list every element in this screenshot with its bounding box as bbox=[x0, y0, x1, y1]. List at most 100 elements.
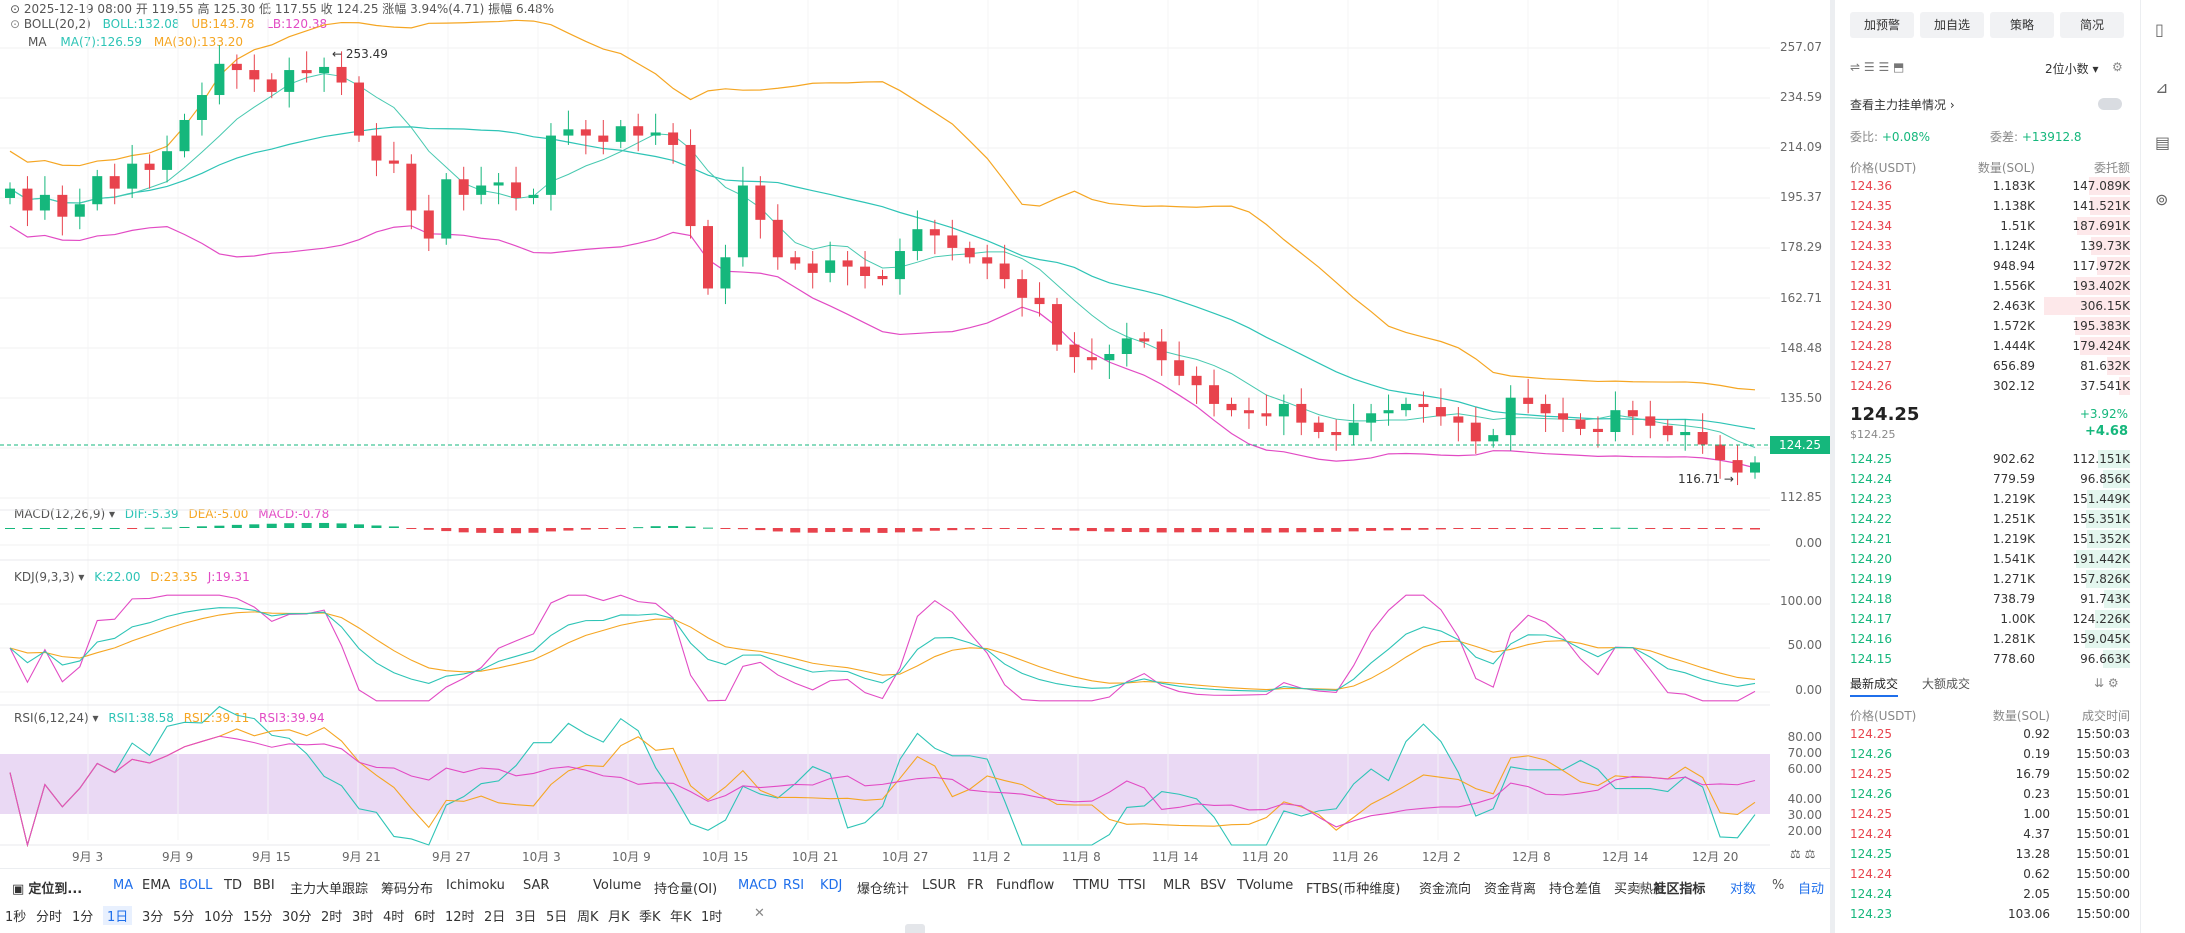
indicator-17[interactable]: 持仓差值 bbox=[1549, 882, 1602, 897]
timeframe-18[interactable]: 月K bbox=[608, 910, 630, 925]
percent-scale-toggle[interactable]: % bbox=[1772, 878, 1785, 893]
auto-scale-toggle[interactable]: 自动 bbox=[1798, 882, 1825, 897]
book-row[interactable]: 124.24 779.59 96.856K bbox=[1850, 470, 2130, 488]
book-row[interactable]: 124.35 1.138K 141.521K bbox=[1850, 197, 2130, 215]
tab-latest-trades[interactable]: 最新成交 bbox=[1850, 675, 1899, 697]
indicator-15[interactable]: 资金流向 bbox=[1419, 882, 1472, 897]
timeframe-4[interactable]: 3分 bbox=[142, 910, 164, 925]
indicator-4[interactable]: KDJ bbox=[820, 878, 843, 893]
indicator-11[interactable]: MLR bbox=[1163, 878, 1191, 893]
indicator-10[interactable]: TTSI bbox=[1118, 878, 1146, 893]
book-row[interactable]: 124.21 1.219K 151.352K bbox=[1850, 530, 2130, 548]
indicator-6[interactable]: 筹码分布 bbox=[381, 882, 434, 897]
indicator-0[interactable]: MA bbox=[113, 878, 134, 893]
timeframe-6[interactable]: 10分 bbox=[204, 910, 234, 925]
indicator-14[interactable]: FTBS(币种维度) bbox=[1306, 882, 1401, 897]
indicator-8[interactable]: SAR bbox=[523, 878, 550, 893]
filter-icon[interactable]: ⇊ ⚙ bbox=[2094, 676, 2119, 690]
indicator-16[interactable]: 资金背离 bbox=[1484, 882, 1537, 897]
indicator-9[interactable]: TTMU bbox=[1073, 878, 1110, 893]
timeframe-2[interactable]: 1分 bbox=[72, 910, 94, 925]
chevron-right-icon[interactable]: › bbox=[542, 878, 548, 893]
collapse-icon[interactable]: ⊙ bbox=[10, 2, 24, 16]
book-row[interactable]: 124.22 1.251K 155.351K bbox=[1850, 510, 2130, 528]
gear-icon[interactable]: ⚙ bbox=[2112, 60, 2123, 74]
book-row[interactable]: 124.25 902.62 112.151K bbox=[1850, 450, 2130, 468]
community-indicators[interactable]: ⇱ 社区指标 bbox=[1638, 882, 1706, 897]
book-row[interactable]: 124.28 1.444K 179.424K bbox=[1850, 337, 2130, 355]
indicator-5[interactable]: 爆仓统计 bbox=[857, 882, 910, 897]
book-row[interactable]: 124.27 656.89 81.632K bbox=[1850, 357, 2130, 375]
book-row[interactable]: 124.36 1.183K 147.089K bbox=[1850, 177, 2130, 195]
ma-legend[interactable]: MA MA(7):126.59 MA(30):133.20 bbox=[28, 35, 244, 49]
indicator-1[interactable]: EMA bbox=[142, 878, 171, 893]
book-row[interactable]: 124.34 1.51K 187.691K bbox=[1850, 217, 2130, 235]
book-row[interactable]: 124.32 948.94 117.972K bbox=[1850, 257, 2130, 275]
timeframe-15[interactable]: 3日 bbox=[515, 910, 537, 925]
chart-icon[interactable]: ⊿ bbox=[2155, 78, 2169, 97]
indicator-7[interactable]: Ichimoku bbox=[446, 878, 505, 893]
timeframe-11[interactable]: 4时 bbox=[383, 910, 405, 925]
timeframe-9[interactable]: 2时 bbox=[321, 910, 343, 925]
rsi-legend[interactable]: RSI(6,12,24) ▾ RSI1:38.58 RSI2:39.11 RSI… bbox=[14, 711, 325, 725]
kdj-legend[interactable]: KDJ(9,3,3) ▾ K:22.00 D:23.35 J:19.31 bbox=[14, 570, 250, 584]
bar-chart-icon[interactable]: ▤ bbox=[2155, 133, 2171, 152]
indicator-0[interactable]: Volume bbox=[593, 878, 642, 893]
timeframe-12[interactable]: 6时 bbox=[414, 910, 436, 925]
book-row[interactable]: 124.30 2.463K 306.15K bbox=[1850, 297, 2130, 315]
book-row[interactable]: 124.15 778.60 96.663K bbox=[1850, 650, 2130, 668]
timeframe-21[interactable]: 1时 bbox=[701, 910, 723, 925]
timeframe-3[interactable]: 1日 bbox=[103, 906, 133, 925]
indicator-8[interactable]: Fundflow bbox=[996, 878, 1055, 893]
timeframe-13[interactable]: 12时 bbox=[445, 910, 475, 925]
book-row[interactable]: 124.19 1.271K 157.826K bbox=[1850, 570, 2130, 588]
indicator-2[interactable]: MACD bbox=[738, 878, 777, 893]
book-row[interactable]: 124.16 1.281K 159.045K bbox=[1850, 630, 2130, 648]
timeframe-7[interactable]: 15分 bbox=[243, 910, 273, 925]
book-row[interactable]: 124.23 1.219K 151.449K bbox=[1850, 490, 2130, 508]
indicator-7[interactable]: FR bbox=[967, 878, 984, 893]
timeframe-5[interactable]: 5分 bbox=[173, 910, 195, 925]
document-icon[interactable]: ▯ bbox=[2155, 20, 2164, 39]
tab-large-trades[interactable]: 大额成交 bbox=[1922, 677, 1971, 691]
alert-button[interactable]: 加预警 bbox=[1850, 12, 1914, 38]
add-watchlist-button[interactable]: 加自选 bbox=[1920, 12, 1984, 38]
price-chart[interactable] bbox=[0, 0, 1770, 870]
indicator-3[interactable]: RSI bbox=[783, 878, 805, 893]
timeframe-10[interactable]: 3时 bbox=[352, 910, 374, 925]
close-icon[interactable]: ✕ bbox=[754, 906, 765, 921]
layout-icon[interactable]: ⚖ ⚖ bbox=[1790, 847, 1816, 861]
timeframe-16[interactable]: 5日 bbox=[546, 910, 568, 925]
summary-button[interactable]: 简况 bbox=[2060, 12, 2124, 38]
precision-select[interactable]: 2位小数 ▾ bbox=[2045, 62, 2099, 76]
book-row[interactable]: 124.18 738.79 91.743K bbox=[1850, 590, 2130, 608]
timeframe-8[interactable]: 30分 bbox=[282, 910, 312, 925]
timeframe-20[interactable]: 年K bbox=[670, 910, 692, 925]
timeframe-17[interactable]: 周K bbox=[577, 910, 599, 925]
book-row[interactable]: 124.33 1.124K 139.73K bbox=[1850, 237, 2130, 255]
locate-button[interactable]: ▣ 定位到... bbox=[12, 882, 83, 897]
book-view-icons[interactable]: ⇌ ☰ ☰ ⬒ bbox=[1850, 60, 1905, 74]
book-row[interactable]: 124.26 302.12 37.541K bbox=[1850, 377, 2130, 395]
panel-splitter[interactable] bbox=[1830, 0, 1835, 933]
indicator-5[interactable]: 主力大单跟踪 bbox=[290, 882, 369, 897]
indicator-1[interactable]: 持仓量(OI) bbox=[654, 882, 718, 897]
timeframe-19[interactable]: 季K bbox=[639, 910, 661, 925]
log-scale-toggle[interactable]: 对数 bbox=[1730, 882, 1757, 897]
indicator-13[interactable]: TVolume bbox=[1237, 878, 1294, 893]
book-row[interactable]: 124.29 1.572K 195.383K bbox=[1850, 317, 2130, 335]
timeframe-14[interactable]: 2日 bbox=[484, 910, 506, 925]
collapse-icon[interactable]: ⊙ bbox=[10, 17, 24, 31]
calculator-icon[interactable]: ⊚ bbox=[2155, 190, 2169, 209]
expand-handle[interactable] bbox=[905, 924, 925, 933]
indicator-6[interactable]: LSUR bbox=[922, 878, 957, 893]
timeframe-0[interactable]: 1秒 bbox=[5, 910, 27, 925]
toggle-switch[interactable] bbox=[2098, 98, 2122, 110]
book-row[interactable]: 124.17 1.00K 124.226K bbox=[1850, 610, 2130, 628]
book-row[interactable]: 124.20 1.541K 191.442K bbox=[1850, 550, 2130, 568]
indicator-2[interactable]: BOLL bbox=[179, 878, 213, 893]
chevron-right-icon[interactable]: › bbox=[1618, 878, 1624, 893]
boll-legend[interactable]: ⊙ BOLL(20,2) BOLL:132.08 UB:143.78 LB:12… bbox=[10, 17, 328, 31]
indicator-18[interactable]: 买卖热度 bbox=[1614, 882, 1667, 897]
indicator-12[interactable]: BSV bbox=[1200, 878, 1226, 893]
